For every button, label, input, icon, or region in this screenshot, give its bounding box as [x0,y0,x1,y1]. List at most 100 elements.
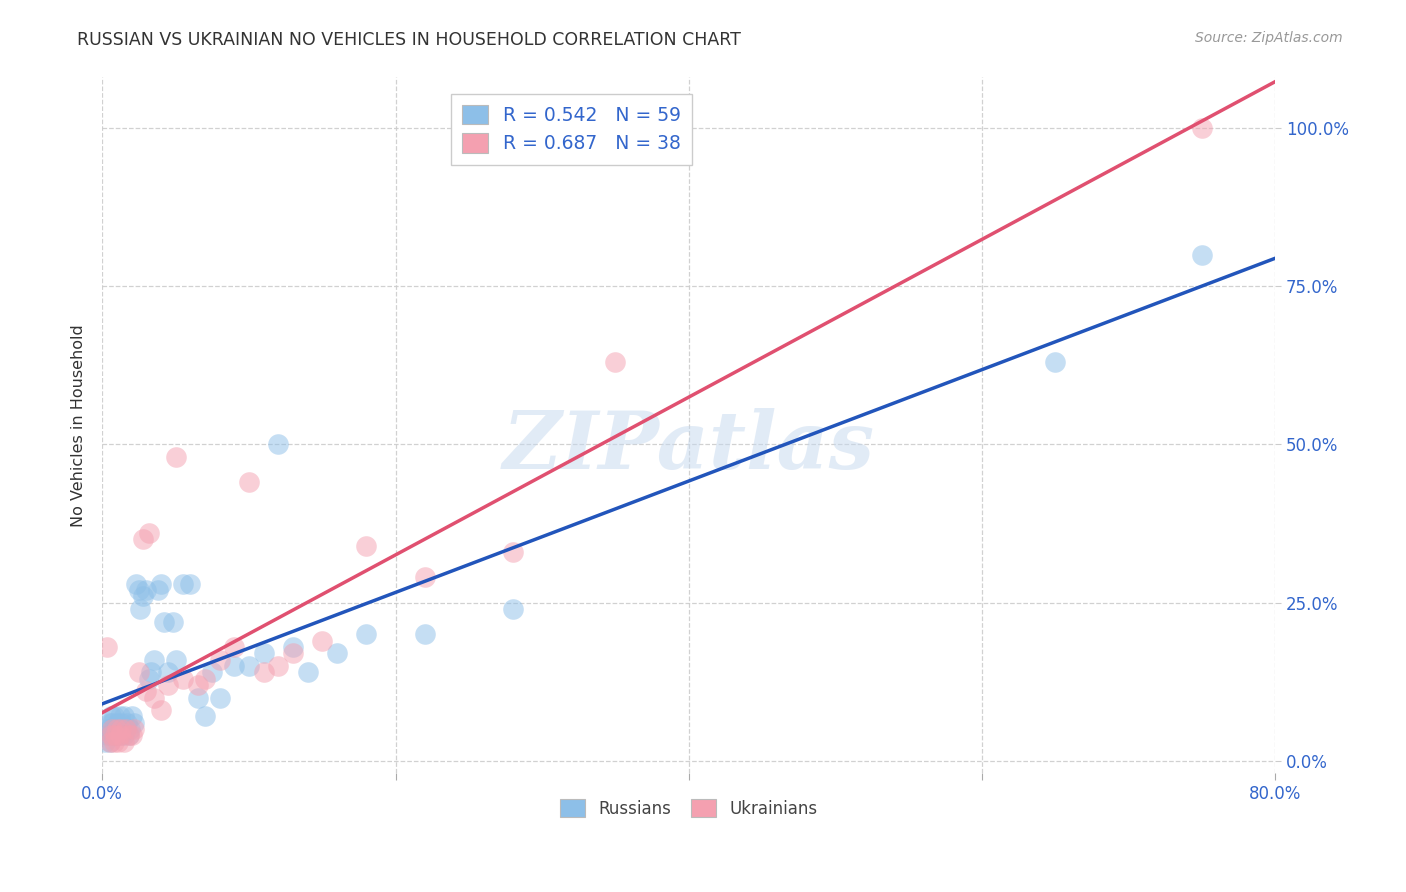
Point [103,709,125,723]
Point [96,640,118,654]
Point [98,715,121,730]
Point [129,602,152,616]
Point [101,715,124,730]
Point [413,627,436,641]
Point [142,652,165,666]
Point [252,665,274,680]
Point [128,665,150,680]
Point [165,652,187,666]
Point [103,735,125,749]
Point [208,690,231,705]
Point [128,582,150,597]
Point [115,715,138,730]
Point [138,672,160,686]
Point [281,640,304,654]
Y-axis label: No Vehicles in Household: No Vehicles in Household [72,324,86,527]
Point [124,722,146,736]
Point [104,722,127,736]
Point [186,690,208,705]
Point [208,652,231,666]
Point [121,709,143,723]
Point [120,722,142,736]
Point [186,678,208,692]
Point [267,437,290,451]
Point [502,545,524,559]
Point [354,539,377,553]
Point [101,722,124,736]
Point [107,735,129,749]
Point [114,722,136,736]
Point [97,722,120,736]
Point [112,729,135,743]
Point [1191,121,1213,136]
Point [238,658,260,673]
Point [96,729,118,743]
Point [172,576,194,591]
Point [281,646,304,660]
Point [149,576,172,591]
Point [142,690,165,705]
Point [114,722,136,736]
Point [238,475,260,490]
Point [98,735,121,749]
Text: Source: ZipAtlas.com: Source: ZipAtlas.com [1195,31,1343,45]
Point [105,729,128,743]
Point [110,729,132,743]
Point [252,646,274,660]
Point [125,576,148,591]
Text: RUSSIAN VS UKRAINIAN NO VEHICLES IN HOUSEHOLD CORRELATION CHART: RUSSIAN VS UKRAINIAN NO VEHICLES IN HOUS… [77,31,741,49]
Point [132,533,155,547]
Point [162,615,184,629]
Point [101,722,124,736]
Point [224,658,246,673]
Point [354,627,377,641]
Point [100,709,122,723]
Point [153,615,176,629]
Point [502,602,524,616]
Point [108,729,131,743]
Point [297,665,319,680]
Point [139,665,162,680]
Point [149,703,172,717]
Point [112,735,135,749]
Point [1045,355,1067,369]
Point [179,576,201,591]
Point [135,684,157,698]
Legend: Russians, Ukrainians: Russians, Ukrainians [554,793,824,824]
Point [157,678,180,692]
Point [157,665,180,680]
Point [110,715,132,730]
Point [165,450,187,464]
Point [108,709,131,723]
Point [1191,247,1213,261]
Point [107,722,129,736]
Point [121,729,143,743]
Point [311,633,333,648]
Point [224,640,246,654]
Point [413,570,436,584]
Point [100,729,122,743]
Point [132,589,155,603]
Point [124,715,146,730]
Point [146,582,169,597]
Point [98,735,121,749]
Point [194,672,217,686]
Point [117,729,139,743]
Point [201,665,224,680]
Point [111,722,134,736]
Point [94,735,117,749]
Point [100,729,122,743]
Point [267,658,290,673]
Point [104,729,127,743]
Point [110,722,132,736]
Point [117,729,139,743]
Point [605,355,627,369]
Point [326,646,349,660]
Point [194,709,217,723]
Point [103,729,125,743]
Point [105,722,128,736]
Point [172,672,194,686]
Point [105,715,128,730]
Point [138,526,160,541]
Text: ZIPatlas: ZIPatlas [503,408,875,485]
